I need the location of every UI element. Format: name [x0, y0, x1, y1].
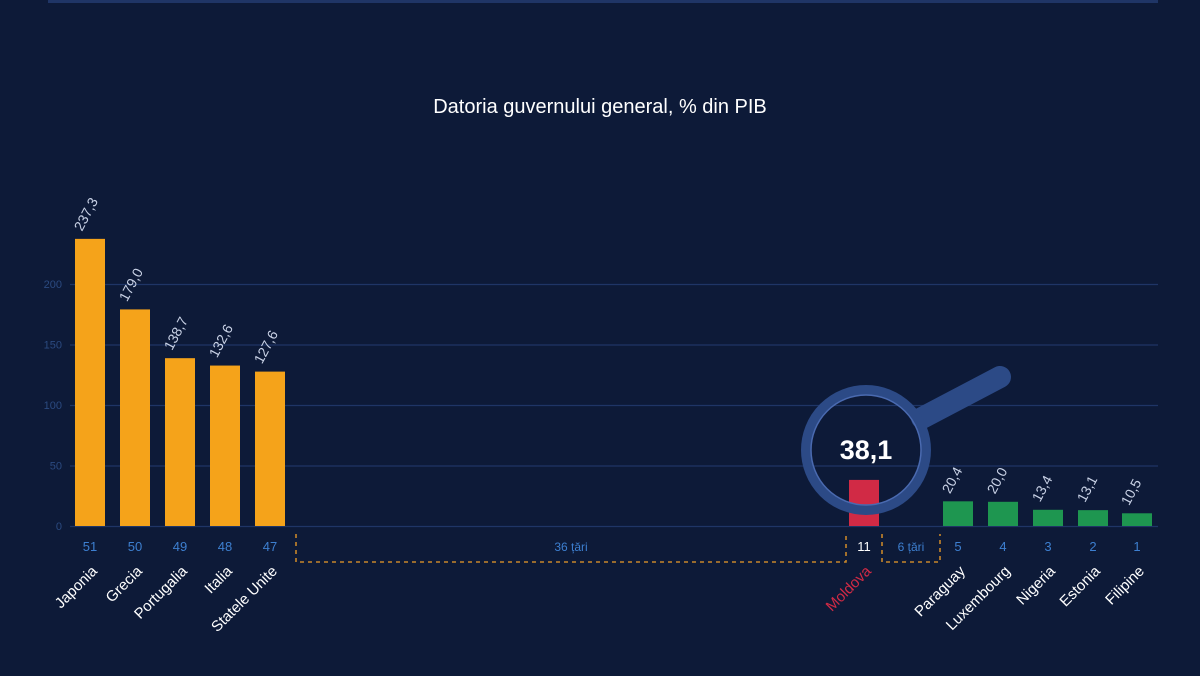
- y-tick-label: 150: [44, 340, 62, 352]
- bar: [1078, 510, 1108, 526]
- country-label: Grecia: [103, 562, 147, 606]
- country-label: Estonia: [1056, 562, 1104, 610]
- value-label: 20,0: [984, 464, 1011, 496]
- omitted-countries-brackets: 36 țări 6 țări: [295, 534, 941, 563]
- rank-label: 2: [1089, 539, 1096, 554]
- bar: [210, 365, 240, 526]
- magnifier-ring-inner: [810, 394, 922, 506]
- chart-title: Datoria guvernului general, % din PIB: [433, 96, 767, 118]
- country-label: Italia: [201, 562, 236, 597]
- bar: [1033, 509, 1063, 526]
- country-label: Japonia: [52, 562, 102, 612]
- rank-label: 50: [128, 539, 142, 554]
- bar: [75, 238, 105, 526]
- y-tick-label: 0: [56, 521, 62, 533]
- value-label: 138,7: [161, 314, 192, 353]
- bars: [75, 238, 1152, 526]
- highlight-value-label: 38,1: [840, 435, 893, 465]
- value-label: 127,6: [251, 327, 282, 366]
- gap-bracket: [881, 534, 941, 563]
- value-label: 20,4: [939, 464, 966, 496]
- value-label: 13,1: [1074, 473, 1101, 505]
- rank-label: 1: [1133, 539, 1140, 554]
- country-label: Moldova: [823, 562, 876, 615]
- gap-bracket: [295, 534, 847, 563]
- gap-label: 36 țări: [554, 540, 587, 554]
- grid-lines: [70, 283, 1158, 528]
- bar: [165, 358, 195, 526]
- magnifier-ring: [801, 385, 931, 515]
- rank-label: 11: [857, 539, 871, 554]
- gap-label: 6 țări: [898, 540, 925, 554]
- rank-label: 47: [263, 539, 277, 554]
- bar: [1122, 513, 1152, 526]
- magnifier-handle: [911, 366, 1011, 429]
- bar: [120, 309, 150, 526]
- rank-label: 48: [218, 539, 232, 554]
- bar: [255, 371, 285, 526]
- rank-label: 5: [954, 539, 961, 554]
- rank-label: 4: [999, 539, 1006, 554]
- value-label: 237,3: [71, 195, 102, 234]
- bar: [943, 501, 973, 526]
- rank-label: 49: [173, 539, 187, 554]
- value-label: 132,6: [206, 321, 237, 360]
- country-label: Filipine: [1102, 563, 1148, 609]
- rank-label: 3: [1044, 539, 1051, 554]
- bar: [988, 501, 1018, 526]
- y-axis-ticks: 0 50 100 150 200: [44, 279, 62, 533]
- y-tick-label: 50: [50, 461, 62, 473]
- y-tick-label: 200: [44, 279, 62, 291]
- top-divider-line: [48, 0, 1158, 3]
- bar: [849, 479, 879, 526]
- magnifier-icon: 38,1: [801, 366, 1011, 515]
- rank-label: 51: [83, 539, 97, 554]
- country-label: Nigeria: [1013, 562, 1059, 608]
- value-label: 13,4: [1029, 472, 1056, 504]
- y-tick-label: 100: [44, 400, 62, 412]
- value-label: 10,5: [1118, 476, 1145, 508]
